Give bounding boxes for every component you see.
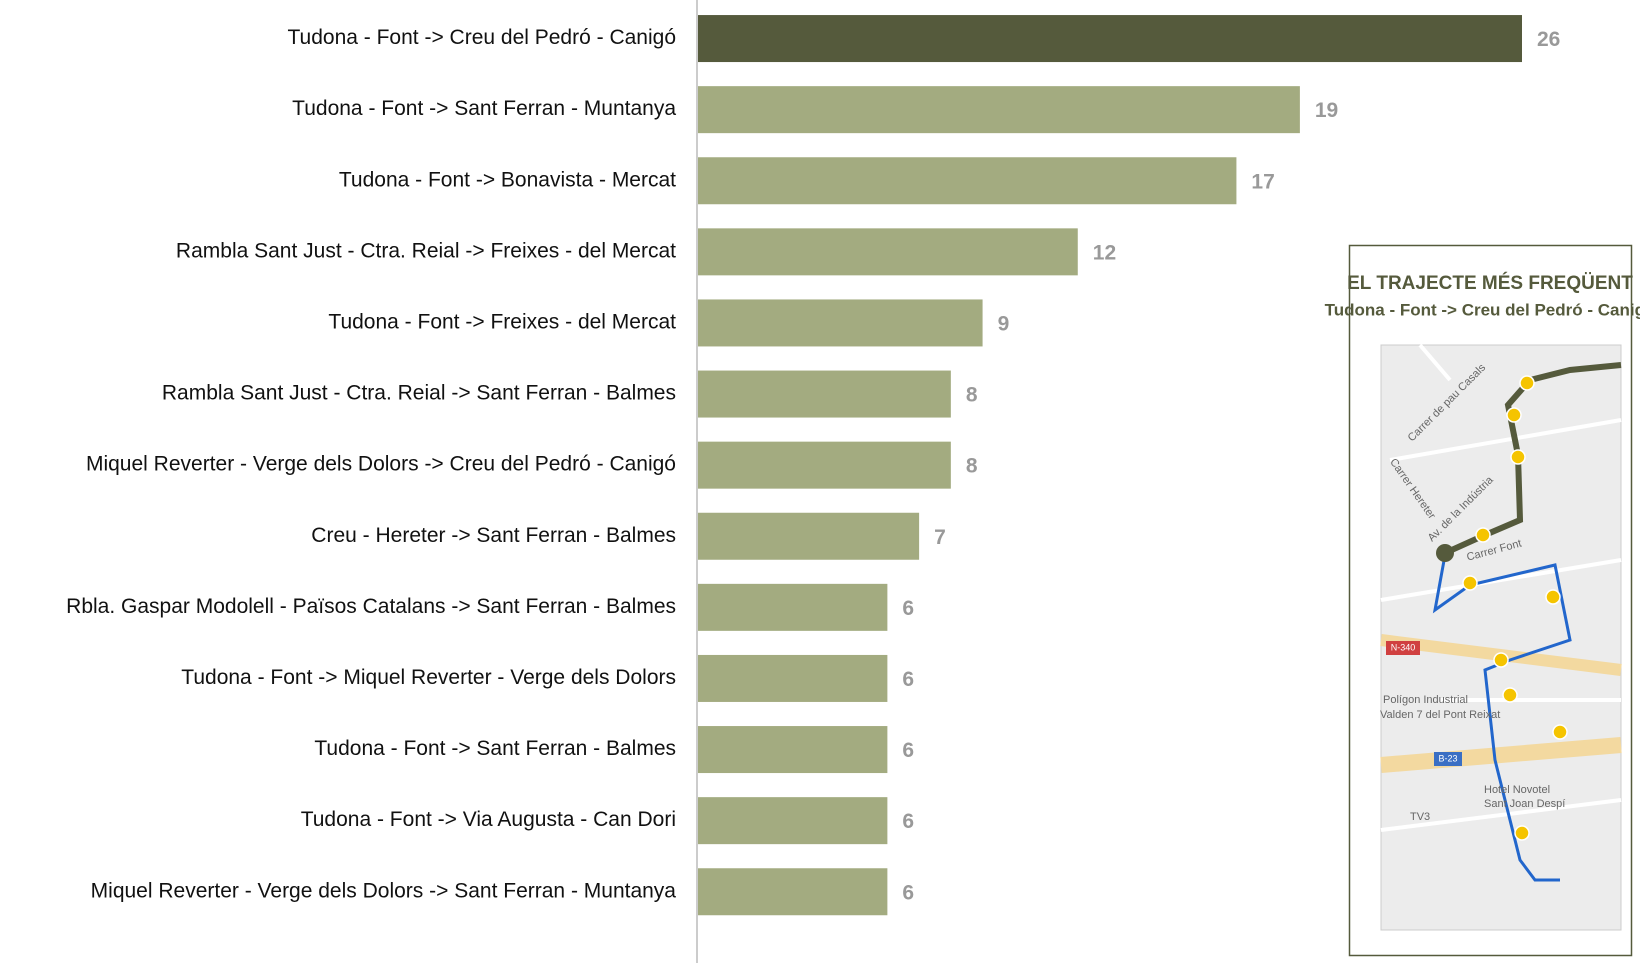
- value-label: 19: [1315, 99, 1338, 122]
- bar: [698, 726, 888, 774]
- value-label: 8: [966, 455, 978, 478]
- inset-subtitle: Tudona - Font -> Creu del Pedró - Canigó: [1325, 300, 1640, 319]
- bar: [698, 86, 1300, 134]
- bar: [698, 654, 888, 702]
- category-label: Tudona - Font -> Miquel Reverter - Verge…: [181, 666, 676, 689]
- value-label: 9: [998, 312, 1010, 335]
- category-label: Rbla. Gaspar Modolell - Països Catalans …: [66, 595, 676, 618]
- route: [1443, 362, 1622, 556]
- bar: [698, 797, 888, 845]
- value-label: 6: [902, 597, 914, 620]
- road: [1380, 737, 1622, 773]
- value-label: 17: [1251, 170, 1274, 193]
- street: [1380, 343, 1622, 832]
- map-label: Sant Joan Despí: [1484, 798, 1565, 810]
- value-label: 6: [902, 881, 914, 904]
- category-label: Miquel Reverter - Verge dels Dolors -> S…: [91, 879, 677, 902]
- bar: [698, 441, 951, 489]
- route-start: [1436, 544, 1454, 562]
- bus-stops: [1462, 375, 1568, 841]
- bar: [698, 299, 983, 347]
- map-label: Polígon Industrial: [1383, 694, 1468, 706]
- map-label: Hotel Novotel: [1484, 784, 1550, 796]
- inset-panel: EL TRAJECTE MÉS FREQÜENT Tudona - Font -…: [1325, 244, 1640, 957]
- inset-title: EL TRAJECTE MÉS FREQÜENT: [1347, 272, 1633, 294]
- road-shield: [1386, 641, 1420, 655]
- value-label: 6: [902, 739, 914, 762]
- category-label: Tudona - Font -> Sant Ferran - Muntanya: [292, 97, 676, 120]
- bar: [698, 157, 1237, 205]
- category-label: Miquel Reverter - Verge dels Dolors -> C…: [86, 453, 676, 476]
- map-label: B-23: [1438, 753, 1457, 763]
- value-label: 8: [966, 384, 978, 407]
- bar: [698, 228, 1078, 276]
- bar: [698, 512, 920, 560]
- value-label: 12: [1093, 241, 1116, 264]
- map: Carrer de pau Casals Carrer Hereter Av. …: [1380, 343, 1622, 931]
- value-label: 6: [902, 810, 914, 833]
- value-label: 26: [1537, 28, 1560, 51]
- road-shield: [1434, 752, 1462, 766]
- category-label: Rambla Sant Just - Ctra. Reial -> Sant F…: [162, 382, 676, 405]
- category-label: Tudona - Font -> Via Augusta - Can Dori: [301, 808, 676, 831]
- bar: [698, 370, 951, 418]
- map-label: N-340: [1391, 642, 1416, 652]
- category-label: Tudona - Font -> Sant Ferran - Balmes: [314, 737, 676, 760]
- map-label: Valden 7 del Pont Reixat: [1380, 709, 1500, 721]
- category-label: Rambla Sant Just - Ctra. Reial -> Freixe…: [176, 239, 676, 262]
- category-label: Tudona - Font -> Bonavista - Mercat: [339, 168, 676, 191]
- value-label: 6: [902, 668, 914, 691]
- bar: [698, 868, 888, 916]
- category-label: Creu - Hereter -> Sant Ferran - Balmes: [311, 524, 676, 547]
- bar: [698, 15, 1522, 63]
- map-label: TV3: [1410, 811, 1430, 823]
- category-label: Tudona - Font -> Freixes - del Mercat: [328, 310, 676, 333]
- bar: [698, 583, 888, 631]
- category-label: Tudona - Font -> Creu del Pedró - Canigó: [287, 26, 676, 49]
- value-label: 7: [934, 526, 946, 549]
